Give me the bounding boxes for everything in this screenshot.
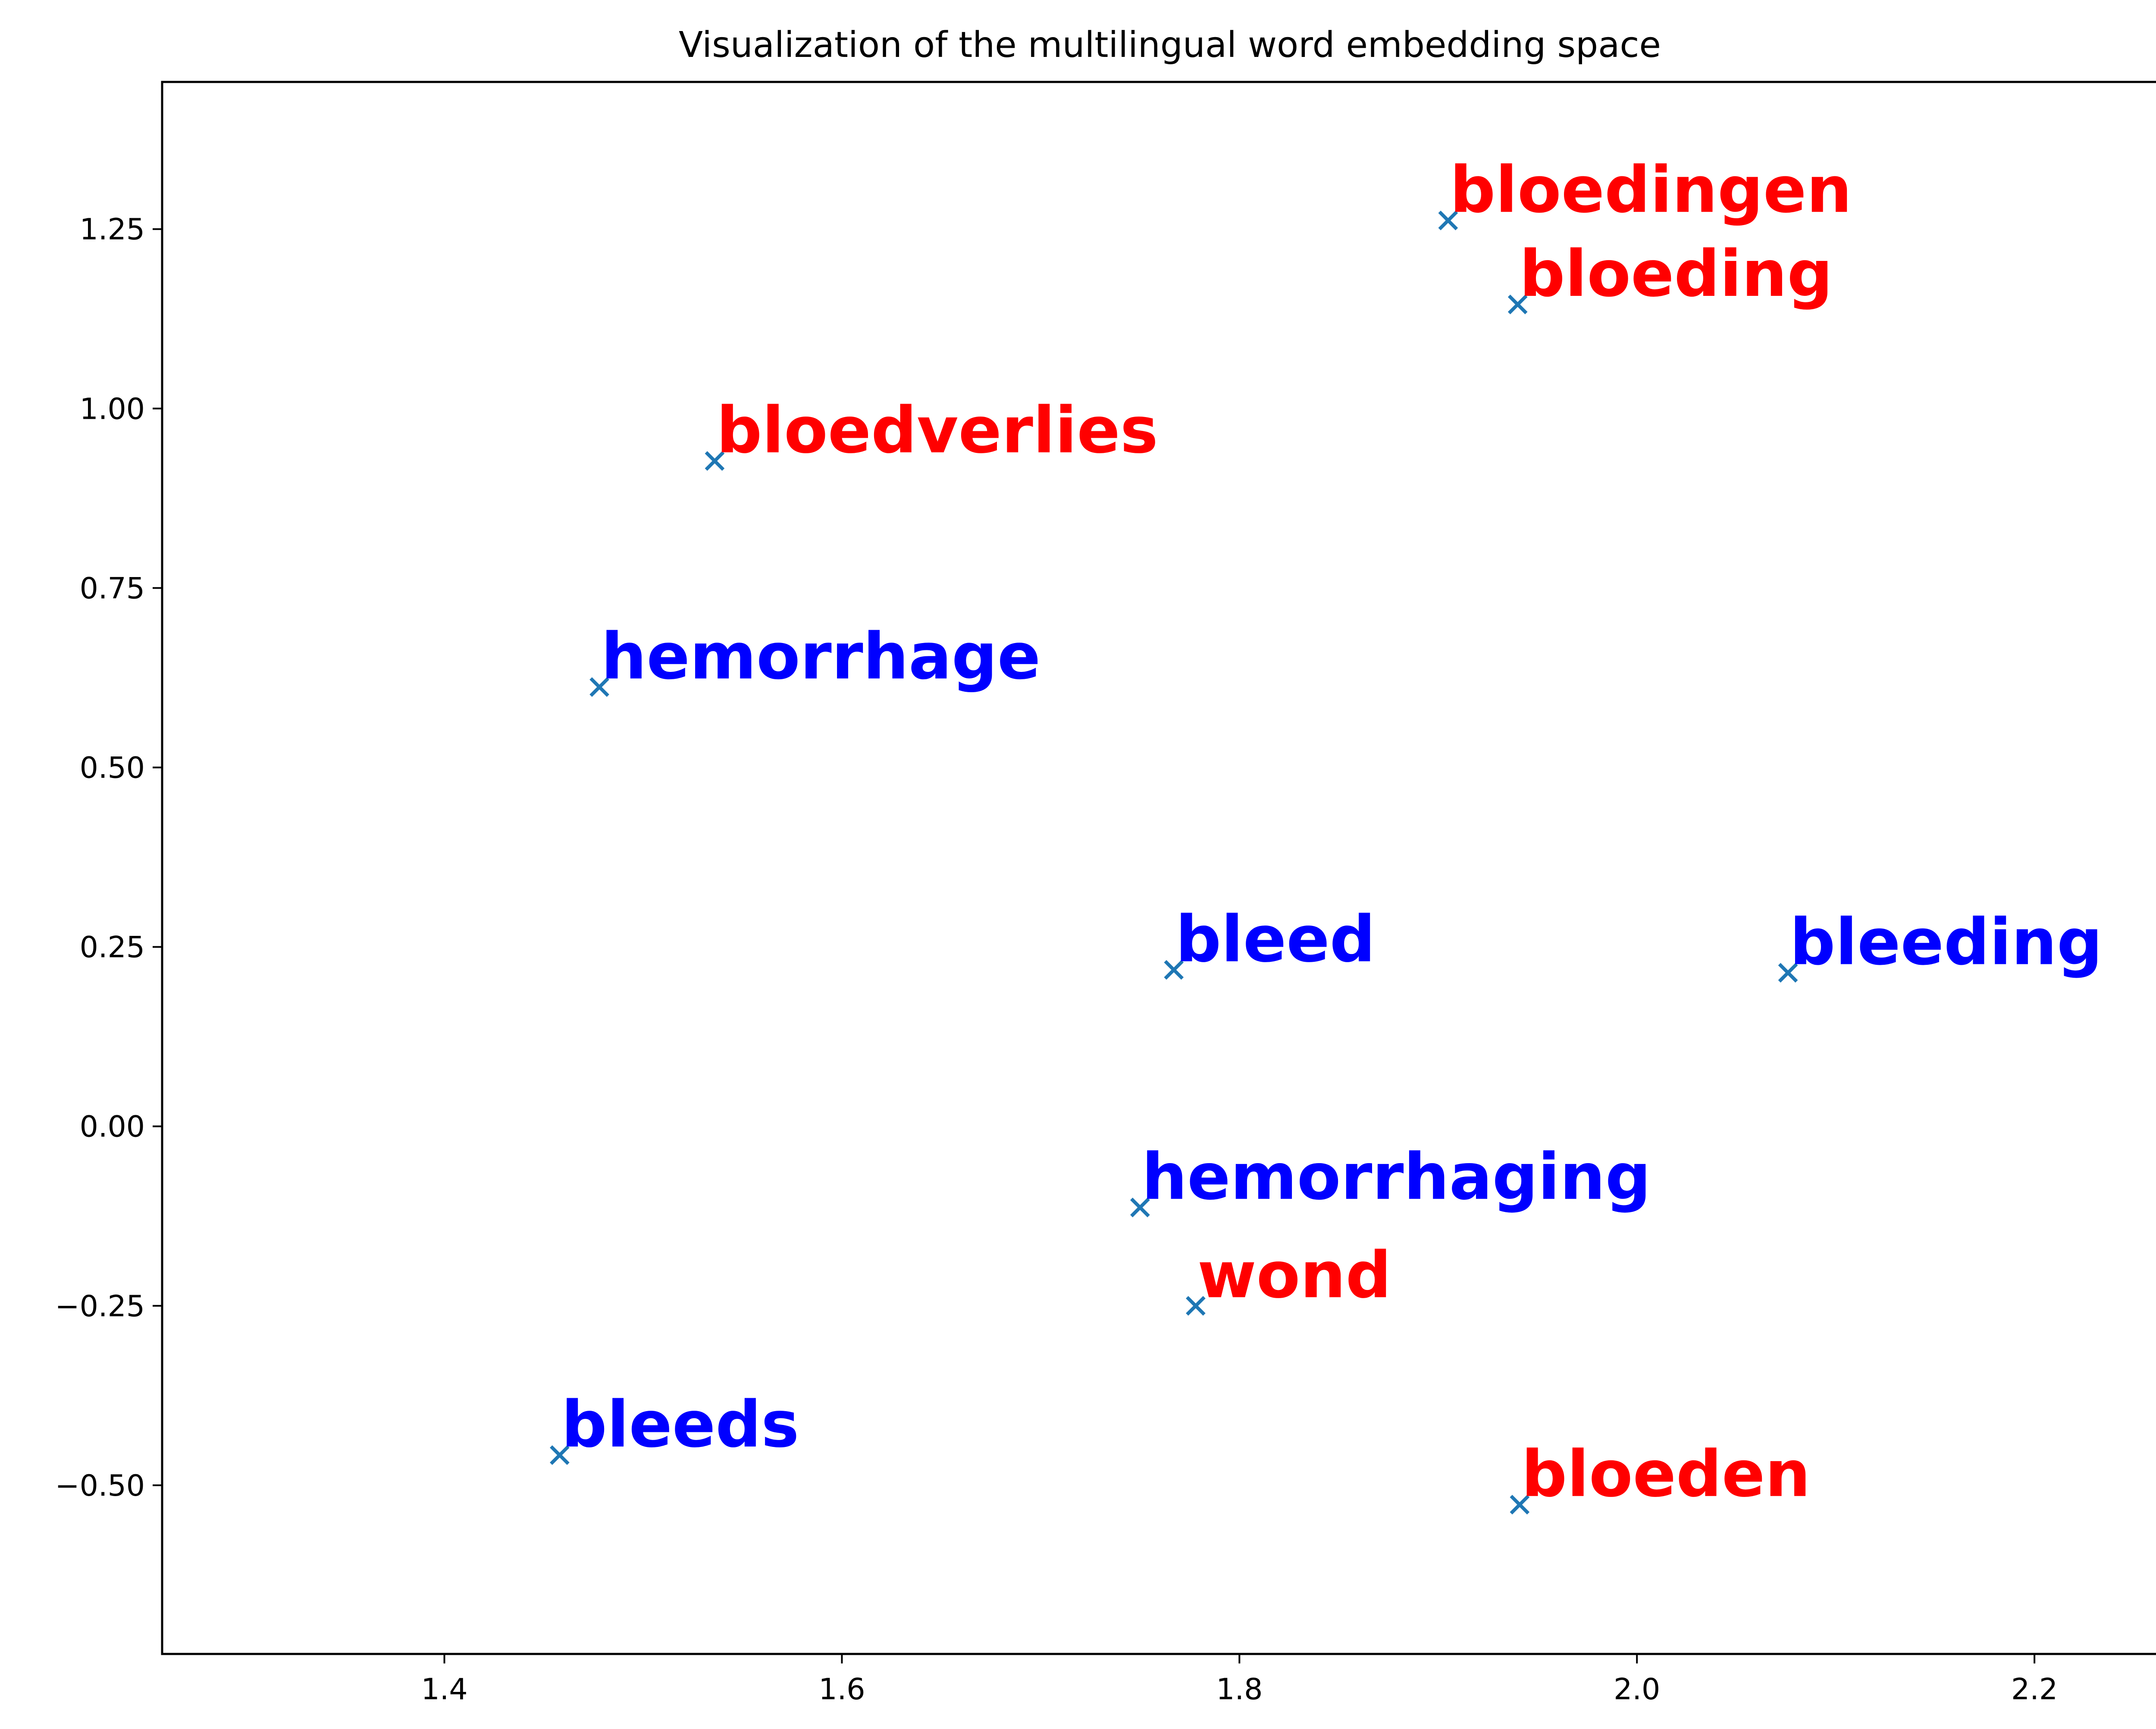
y-tick-label: 1.25 xyxy=(80,213,145,247)
x-marker xyxy=(1130,1197,1150,1218)
point-bleeding: bleeding xyxy=(1778,905,2103,983)
x-axis: 1.4 1.6 1.8 2.0 2.2 xyxy=(421,1654,2058,1707)
x-marker xyxy=(1164,960,1184,980)
word-label-bloedverlies: bloedverlies xyxy=(716,393,1158,468)
y-tick-label: 0.75 xyxy=(80,571,145,606)
word-label-bleeding: bleeding xyxy=(1790,905,2103,979)
y-tick-label: −0.25 xyxy=(55,1290,145,1324)
x-marker xyxy=(1507,295,1528,314)
x-tick-label: 1.4 xyxy=(421,1673,467,1707)
point-bleed: bleed xyxy=(1164,902,1376,980)
point-bloeding: bloeding xyxy=(1507,237,1833,314)
y-tick-label: 0.50 xyxy=(80,751,145,785)
word-label-wond: wond xyxy=(1197,1238,1391,1312)
word-label-bleeds: bleeds xyxy=(561,1387,799,1462)
word-label-hemorrhage: hemorrhage xyxy=(601,619,1040,693)
chart-title: Visualization of the multilingual word e… xyxy=(679,25,1661,66)
word-label-bleed: bleed xyxy=(1175,902,1375,976)
x-marker xyxy=(705,451,725,471)
x-tick-label: 1.6 xyxy=(818,1673,865,1707)
y-tick-label: 0.25 xyxy=(80,931,145,965)
x-marker xyxy=(550,1445,570,1465)
point-bloedverlies: bloedverlies xyxy=(705,393,1158,471)
point-hemorrhage: hemorrhage xyxy=(589,619,1040,697)
plot-area: bloedingen bloeding bloedverlies hemorrhage… xyxy=(550,153,2103,1515)
y-axis: 1.25 1.00 0.75 0.50 0.25 0.00 −0.25 −0.50 xyxy=(55,213,162,1503)
point-bleeds: bleeds xyxy=(550,1387,799,1465)
y-tick-label: 0.00 xyxy=(80,1110,145,1144)
point-hemorrhaging: hemorrhaging xyxy=(1130,1140,1651,1218)
x-marker xyxy=(1186,1296,1206,1316)
x-marker xyxy=(1778,963,1798,983)
x-marker xyxy=(589,677,609,697)
x-tick-label: 1.8 xyxy=(1216,1673,1263,1707)
x-marker xyxy=(1438,210,1458,231)
y-tick-label: −0.50 xyxy=(55,1469,145,1503)
word-label-hemorrhaging: hemorrhaging xyxy=(1142,1140,1651,1214)
point-bloeden: bloeden xyxy=(1510,1437,1811,1515)
point-wond: wond xyxy=(1186,1238,1391,1316)
word-label-bloedingen: bloedingen xyxy=(1450,153,1852,227)
x-tick-label: 2.2 xyxy=(2011,1673,2058,1707)
x-marker xyxy=(1510,1494,1530,1515)
y-tick-label: 1.00 xyxy=(80,392,145,426)
plot-frame xyxy=(161,81,2156,1655)
point-bloedingen: bloedingen xyxy=(1438,153,1852,231)
word-label-bloeden: bloeden xyxy=(1521,1437,1810,1511)
x-tick-label: 2.0 xyxy=(1614,1673,1660,1707)
word-label-bloeding: bloeding xyxy=(1520,237,1833,311)
